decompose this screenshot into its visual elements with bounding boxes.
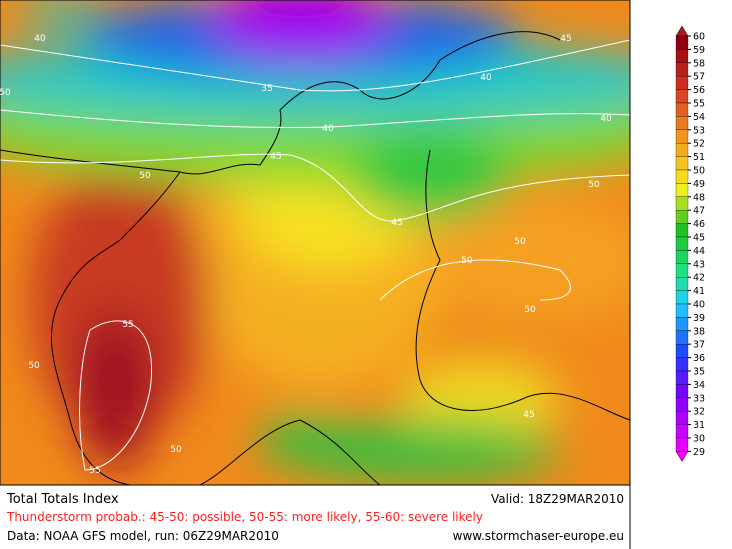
- contour-label: 50: [0, 88, 11, 98]
- colorbar-swatch: [675, 384, 689, 398]
- colorbar-label: 55: [693, 99, 705, 110]
- contour-label: 50: [588, 180, 600, 190]
- colorbar-swatch: [675, 290, 689, 305]
- colorbar-swatch: [675, 49, 689, 63]
- colorbar-label: 39: [693, 313, 705, 324]
- colorbar-label: 32: [693, 407, 705, 418]
- colorbar-label: 54: [693, 112, 705, 123]
- contour-label: 45: [560, 34, 571, 44]
- contour-label: 55: [122, 320, 133, 330]
- colorbar-swatch: [675, 303, 689, 318]
- colorbar-label: 56: [693, 85, 705, 96]
- colorbar-swatch: [675, 424, 689, 439]
- contour-label: 40: [480, 73, 492, 83]
- colorbar-label: 44: [693, 246, 705, 257]
- colorbar-label: 41: [693, 286, 705, 297]
- colorbar-swatch: [675, 169, 689, 184]
- colorbar-swatch: [675, 370, 689, 385]
- colorbar-swatch: [675, 89, 689, 104]
- colorbar-label: 42: [693, 273, 705, 284]
- colorbar-swatch: [675, 330, 689, 345]
- footer-website: www.stormchaser-europe.eu: [453, 529, 624, 543]
- colorbar-swatch: [675, 411, 689, 425]
- colorbar-label: 38: [693, 326, 705, 337]
- contour-label: 50: [28, 361, 40, 371]
- colorbar-label: 47: [693, 206, 705, 217]
- contour-label: 50: [461, 256, 473, 266]
- contours: [0, 39, 630, 471]
- colorbar-swatch: [675, 397, 689, 412]
- colorbar-label: 57: [693, 72, 705, 83]
- contour-label: 55: [89, 466, 100, 476]
- contour-label: 45: [270, 152, 281, 162]
- colorbar-swatch: [675, 196, 689, 211]
- colorbar-swatch: [675, 250, 689, 264]
- colorbar-label: 52: [693, 139, 705, 150]
- colorbar-swatch: [675, 344, 689, 358]
- colorbar-label: 37: [693, 340, 705, 351]
- colorbar-label: 30: [693, 434, 705, 445]
- colorbar-label: 31: [693, 420, 705, 431]
- colorbar-swatch: [675, 210, 689, 224]
- colorbar-label: 58: [693, 58, 705, 69]
- colorbar-label: 46: [693, 219, 705, 230]
- colorbar-label: 49: [693, 179, 705, 190]
- colorbar-swatch: [675, 143, 689, 157]
- colorbar-swatch: [675, 129, 689, 144]
- colorbar-swatch: [675, 317, 689, 331]
- colorbar-swatch: [675, 357, 689, 372]
- colorbar-swatch: [675, 62, 689, 77]
- colorbar-label: 51: [693, 152, 705, 163]
- colorbar-label: 35: [693, 367, 705, 378]
- colorbar-swatch: [675, 76, 689, 90]
- colorbar-label: 53: [693, 125, 705, 136]
- colorbar-swatch: [675, 437, 689, 452]
- colorbar-label: 29: [693, 447, 705, 458]
- footer-source: Data: NOAA GFS model, run: 06Z29MAR2010: [7, 529, 279, 543]
- contour-label: 35: [261, 84, 272, 94]
- coastlines: [0, 31, 630, 485]
- colorbar-swatch: [675, 263, 689, 278]
- contour-label: 50: [524, 305, 536, 315]
- colorbar-swatch: [675, 223, 689, 238]
- colorbar-arrow: [675, 451, 689, 462]
- colorbar-swatch: [675, 236, 689, 251]
- colorbar-label: 60: [693, 32, 705, 43]
- colorbar-swatch: [675, 102, 689, 117]
- contour-label: 50: [514, 237, 526, 247]
- colorbar-label: 45: [693, 233, 705, 244]
- colorbar-label: 50: [693, 166, 705, 177]
- contour-label: 40: [34, 34, 46, 44]
- contour-label: 50: [170, 445, 182, 455]
- colorbar-swatch: [675, 183, 689, 197]
- map-field: [0, 0, 630, 485]
- colorbar-label: 36: [693, 353, 705, 364]
- colorbar-swatch: [675, 116, 689, 130]
- contour-label: 45: [391, 218, 402, 228]
- colorbar-label: 34: [693, 380, 705, 391]
- footer-legend: Thunderstorm probab.: 45-50: possible, 5…: [6, 510, 483, 524]
- colorbar-label: 40: [693, 300, 705, 311]
- colorbar-label: 43: [693, 259, 705, 270]
- contour-label: 40: [600, 114, 612, 124]
- colorbar-arrow: [675, 25, 689, 37]
- colorbar-label: 59: [693, 45, 705, 56]
- footer-valid: Valid: 18Z29MAR2010: [491, 492, 624, 506]
- colorbar-label: 48: [693, 192, 705, 203]
- contour-label: 40: [322, 124, 334, 134]
- colorbar-label: 33: [693, 393, 705, 404]
- colorbar-swatch: [675, 35, 689, 50]
- footer-title: Total Totals Index: [6, 492, 119, 507]
- contour-label: 45: [523, 410, 534, 420]
- colorbar-swatch: [675, 156, 689, 171]
- contour-label: 50: [139, 171, 151, 181]
- colorbar-swatch: [675, 277, 689, 291]
